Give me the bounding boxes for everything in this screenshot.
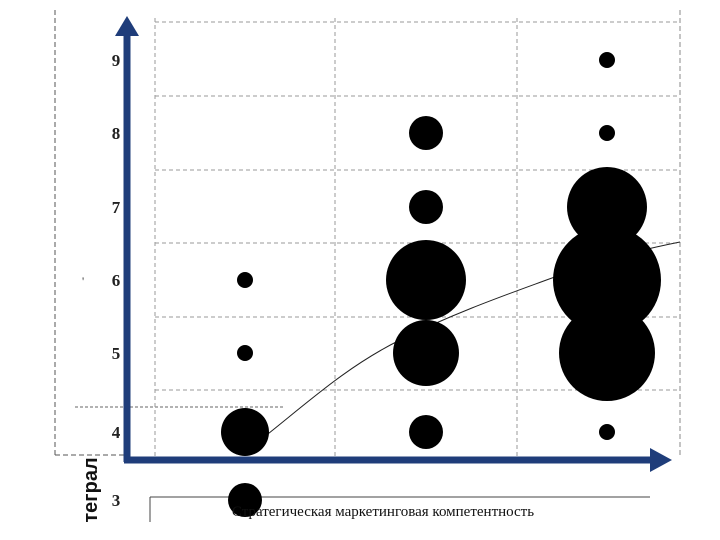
stray-mark: ' [82,274,84,288]
bubble-2-4 [409,415,443,449]
bubble-1-6 [237,272,253,288]
x-axis-arrowhead [650,448,672,472]
y-tick-5: 5 [112,344,121,363]
bubble-2-6 [386,240,466,320]
bubbles [221,52,661,517]
axes [115,16,672,472]
bubble-3-4 [599,424,615,440]
bubble-2-7 [409,190,443,224]
bubble-3-5 [559,305,655,401]
bubble-2-8 [409,116,443,150]
y-tick-6: 6 [112,271,121,290]
y-axis-title: тегрaл [80,457,102,522]
y-tick-labels: 3 4 5 6 7 8 9 [112,51,121,510]
y-tick-4: 4 [112,423,121,442]
bubble-2-5 [393,320,459,386]
bubble-3-8 [599,125,615,141]
y-axis-arrowhead [115,16,139,36]
bubble-3-6 [553,226,661,334]
bubble-1-5 [237,345,253,361]
bubble-3-9 [599,52,615,68]
x-axis-title: Стратегическая маркетинговая компетентно… [232,504,534,520]
bubble-3-7 [567,167,647,247]
y-tick-9: 9 [112,51,121,70]
y-tick-8: 8 [112,124,121,143]
bubble-1-4 [221,408,269,456]
y-tick-7: 7 [112,198,121,217]
y-tick-3: 3 [112,491,121,510]
bubble-1-3 [228,483,262,517]
